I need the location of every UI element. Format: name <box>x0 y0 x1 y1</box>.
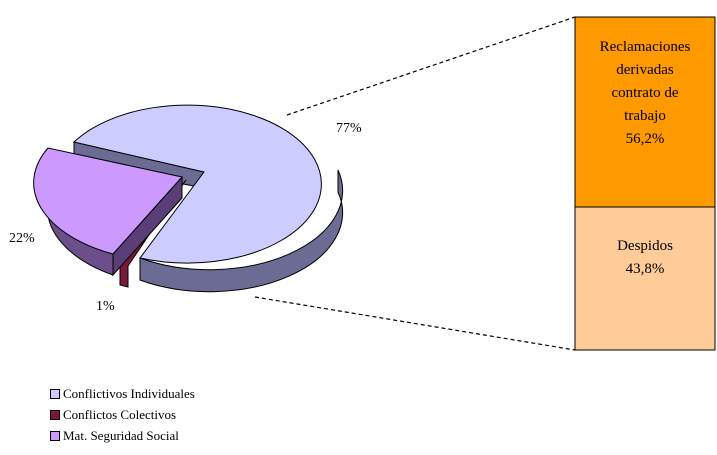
bar-label-percent: 43,8% <box>625 261 665 277</box>
bar-label-line: contrato de <box>611 85 679 101</box>
legend-item: Mat. Seguridad Social <box>50 425 195 446</box>
bar-label-line: trabajo <box>624 108 666 124</box>
bar-label-reclamaciones: Reclamaciones derivadas contrato de trab… <box>575 36 715 151</box>
bar-label-percent: 56,2% <box>625 131 665 147</box>
slice-label-seguridad: 22% <box>9 231 35 246</box>
legend-swatch <box>50 388 60 399</box>
connector-line-top <box>286 16 576 116</box>
slice-individuales-side-rim <box>139 169 344 293</box>
slice-individuales <box>72 104 322 264</box>
chart-legend: Conflictivos Individuales Conflictos Col… <box>50 383 195 446</box>
legend-label: Mat. Seguridad Social <box>63 428 179 443</box>
slice-label-individuales: 77% <box>336 121 362 136</box>
legend-swatch <box>50 409 60 420</box>
slice-label-colectivos: 1% <box>96 299 115 314</box>
legend-label: Conflictivos Individuales <box>63 386 195 401</box>
bar-label-despidos: Despidos 43,8% <box>575 235 715 281</box>
legend-item: Conflictivos Individuales <box>50 383 195 404</box>
connector-line-bottom <box>254 296 576 351</box>
bar-segment-reclamaciones <box>574 16 716 208</box>
slice-seguridad <box>33 147 183 255</box>
bar-segment-despidos <box>574 206 716 351</box>
legend-item: Conflictos Colectivos <box>50 404 195 425</box>
legend-swatch <box>50 430 60 441</box>
bar-label-line: Reclamaciones <box>599 39 691 55</box>
bar-label-line: derivadas <box>616 62 674 78</box>
legend-label: Conflictos Colectivos <box>63 407 177 422</box>
bar-label-line: Despidos <box>617 238 673 254</box>
